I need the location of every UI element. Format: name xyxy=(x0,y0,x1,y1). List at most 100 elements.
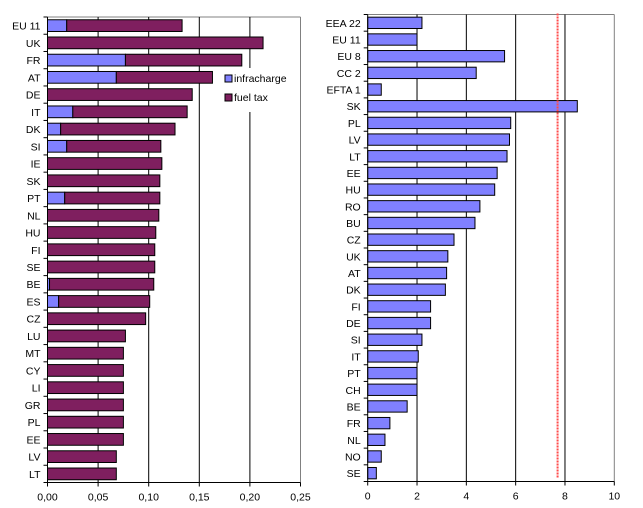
bar-fuel-tax-fr xyxy=(124,53,243,67)
category-label: LT xyxy=(29,469,41,481)
category-label: NL xyxy=(27,210,41,222)
category-label: FR xyxy=(27,55,41,67)
bar-fuel-tax-uk xyxy=(47,36,264,50)
bar-no xyxy=(367,450,382,463)
bar-si xyxy=(367,333,423,346)
bar-fuel-tax-gr xyxy=(47,398,124,412)
category-label: EU 11 xyxy=(332,35,361,47)
bar-fuel-tax-ie xyxy=(47,157,163,170)
category-label: SK xyxy=(26,176,40,188)
category-label: LU xyxy=(27,331,40,343)
category-label: DK xyxy=(26,124,41,136)
left-chart-stacked-bars: EU 11 UK FR AT DE IT DK SI IE SK PT NL HU FI SE BE ES CZ L… xyxy=(12,16,311,504)
bar-cz xyxy=(367,233,455,246)
x-tick-label: 2 xyxy=(414,491,420,503)
bar-hu xyxy=(367,183,496,196)
category-label: FR xyxy=(347,418,361,430)
category-label: LV xyxy=(349,135,361,147)
x-tick-label: 0,05 xyxy=(88,492,109,504)
bar-fuel-tax-lu xyxy=(47,329,126,343)
category-label: HU xyxy=(346,185,361,197)
category-label: SE xyxy=(347,468,361,480)
right-axes xyxy=(363,14,615,486)
right-category-labels: EEA 22 EU 11 EU 8 CC 2 EFTA 1 SK PL LV LT EE HU RO B… xyxy=(326,18,362,480)
bar-fuel-tax-de xyxy=(47,88,193,101)
bar-fuel-tax-cz xyxy=(47,312,147,326)
x-tick-label: 0 xyxy=(365,491,371,503)
category-label: CZ xyxy=(347,235,362,247)
category-label: BU xyxy=(346,218,361,230)
legend-swatch-fuel-tax xyxy=(224,93,233,102)
category-label: EFTA 1 xyxy=(326,85,360,97)
legend-background xyxy=(222,68,292,112)
category-label: GR xyxy=(25,400,41,412)
bar-fuel-tax-eu-11 xyxy=(66,19,183,32)
bar-se xyxy=(367,466,377,480)
bar-fuel-tax-be xyxy=(49,277,155,291)
bar-fuel-tax-se xyxy=(47,260,156,274)
bar-fuel-tax-cy xyxy=(47,364,124,377)
category-label: EEA 22 xyxy=(326,18,361,30)
bar-infracharge-eu-11 xyxy=(47,19,68,32)
bar-fr xyxy=(367,416,391,430)
category-label: HU xyxy=(25,228,40,240)
bar-fuel-tax-sk xyxy=(47,174,161,188)
bar-fuel-tax-fi xyxy=(47,243,156,257)
left-bars xyxy=(47,19,264,481)
bar-pl xyxy=(367,116,512,130)
category-label: PL xyxy=(348,118,361,130)
bar-fuel-tax-nl xyxy=(47,208,160,222)
right-chart-bars: EEA 22 EU 11 EU 8 CC 2 EFTA 1 SK PL LV LT EE HU RO B… xyxy=(326,13,620,503)
bar-at xyxy=(367,266,448,280)
bar-fuel-tax-pt xyxy=(64,191,161,205)
bar-fuel-tax-ee xyxy=(47,433,124,446)
bar-efta-1 xyxy=(367,83,382,96)
bar-eea-22 xyxy=(367,16,423,30)
bar-infracharge-es xyxy=(47,295,60,308)
category-label: DE xyxy=(26,90,41,102)
left-x-tick-labels: 0,00 0,05 0,10 0,15 0,20 0,25 xyxy=(37,492,311,504)
category-label: NO xyxy=(345,451,361,463)
bar-fuel-tax-li xyxy=(47,381,124,395)
bar-fuel-tax-lv xyxy=(47,450,117,464)
right-bars xyxy=(367,16,578,480)
category-label: LV xyxy=(28,452,40,464)
bar-fi xyxy=(367,300,432,313)
bar-uk xyxy=(367,250,449,263)
bar-dk xyxy=(367,283,446,296)
category-label: LI xyxy=(32,383,41,395)
category-label: EU 8 xyxy=(337,51,361,63)
category-label: ES xyxy=(26,296,40,308)
bar-infracharge-fr xyxy=(47,53,126,67)
legend-label-infracharge: infracharge xyxy=(234,73,287,85)
bar-ro xyxy=(367,200,481,213)
category-label: NL xyxy=(347,435,361,447)
category-label: FI xyxy=(31,245,40,257)
bar-eu-8 xyxy=(367,50,506,63)
x-tick-label: 0,10 xyxy=(138,492,159,504)
legend: infracharge fuel tax xyxy=(222,68,292,112)
right-gridlines xyxy=(367,14,615,482)
category-label: CZ xyxy=(27,314,42,326)
x-tick-label: 0,15 xyxy=(189,492,210,504)
category-label: SK xyxy=(347,101,361,113)
x-tick-label: 6 xyxy=(513,491,519,503)
category-label: PL xyxy=(28,417,41,429)
legend-swatch-infracharge xyxy=(224,74,233,83)
category-label: MT xyxy=(25,348,41,360)
x-tick-label: 10 xyxy=(608,491,620,503)
category-label: PT xyxy=(27,193,41,205)
x-tick-label: 0,20 xyxy=(240,492,261,504)
category-label: LT xyxy=(349,151,361,163)
category-label: IE xyxy=(31,159,41,171)
category-label: AT xyxy=(348,268,361,280)
bar-be xyxy=(367,400,408,413)
category-label: EE xyxy=(347,168,361,180)
x-tick-label: 0,25 xyxy=(290,492,311,504)
category-label: SI xyxy=(351,335,361,347)
category-label: EE xyxy=(26,434,40,446)
bar-lt xyxy=(367,150,508,163)
category-label: FI xyxy=(351,301,360,313)
category-label: SE xyxy=(26,262,40,274)
